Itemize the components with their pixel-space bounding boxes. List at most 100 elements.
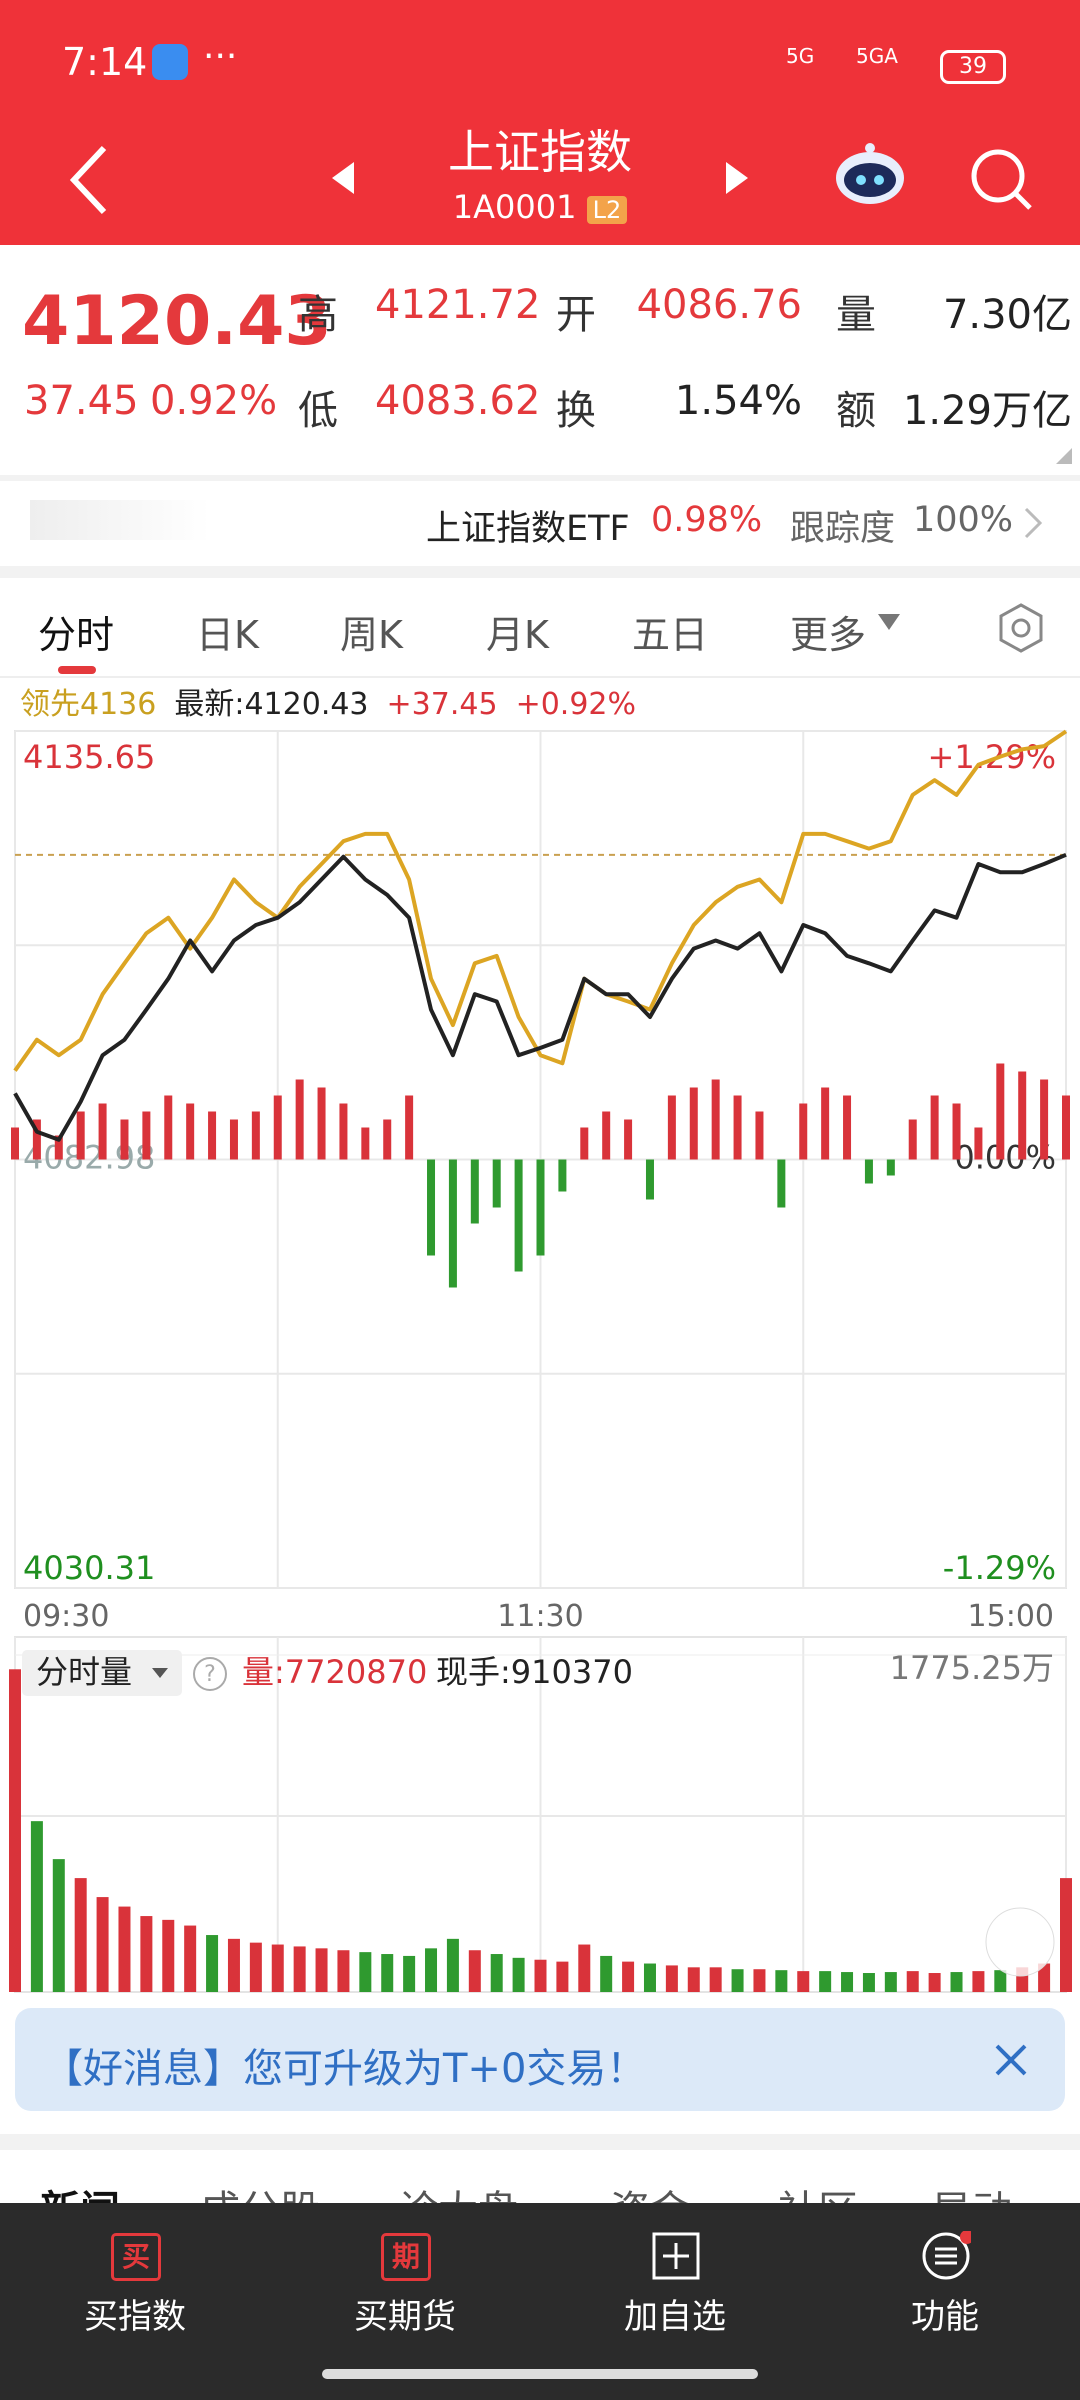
banner-text: 【好消息】您可升级为T+0交易！ <box>43 2046 647 2092</box>
expand-corner[interactable] <box>1054 446 1074 466</box>
diff-bar <box>164 1095 173 1160</box>
legend: 领先4136 最新:4120.43 +37.45 +0.92% <box>20 687 636 722</box>
tab[interactable]: 五日 <box>632 613 709 657</box>
dropdown-caret[interactable] <box>878 614 900 630</box>
diff-bar <box>755 1111 764 1160</box>
fullscreen-button <box>985 1907 1055 1977</box>
next-button[interactable] <box>722 158 752 198</box>
close-button[interactable] <box>993 2042 1029 2078</box>
tab[interactable]: 更多 <box>790 613 867 657</box>
diff-bar <box>645 1159 654 1200</box>
divider <box>0 2134 1080 2150</box>
ticker-fade <box>30 500 210 540</box>
legend-item: 领先4136 <box>20 687 156 722</box>
nav-item[interactable]: 买买指数 <box>15 2203 255 2353</box>
field-label: 高 <box>298 292 338 338</box>
nav-item[interactable]: 加自选 <box>555 2203 795 2353</box>
diff-bar <box>427 1159 436 1256</box>
diff-bar <box>777 1159 786 1208</box>
volume-bar <box>425 1948 438 1992</box>
volume-bar <box>994 1970 1007 1992</box>
field-value: 4086.76 <box>636 282 802 328</box>
diff-bar <box>821 1087 830 1160</box>
nav-item[interactable]: 功能 <box>825 2203 1065 2353</box>
tab[interactable]: 月K <box>486 613 549 657</box>
diff-bar <box>580 1127 589 1160</box>
tab[interactable]: 分时 <box>38 613 115 657</box>
chevron[interactable] <box>1022 505 1046 541</box>
settings-icon[interactable] <box>995 602 1047 654</box>
y2-tick-label: -1.29% <box>943 1549 1056 1587</box>
legend-item: +0.92% <box>516 687 636 722</box>
volume-bar <box>1016 1967 1029 1992</box>
promo-banner[interactable]: 【好消息】您可升级为T+0交易！ <box>15 2008 1065 2111</box>
etf-name[interactable]: 上证指数ETF <box>426 509 630 549</box>
tracking-label: 跟踪度 <box>790 509 896 549</box>
diff-bar <box>361 1127 370 1160</box>
y-tick-label: 4135.65 <box>23 738 155 776</box>
nav-item[interactable]: 期买期货 <box>285 2203 525 2353</box>
diff-bar <box>733 1095 742 1160</box>
diff-bar <box>317 1087 326 1160</box>
robot-icon[interactable] <box>830 140 910 210</box>
volume-bar <box>52 1859 65 1992</box>
volume-bar <box>862 1973 875 1992</box>
diff-bar <box>11 1127 19 1160</box>
volume-bar <box>490 1954 503 1992</box>
diff-bar <box>1040 1079 1049 1160</box>
volume-total: 量:7720870 <box>242 1653 427 1691</box>
more-dots: ··· <box>203 36 238 77</box>
diff-bar <box>1018 1071 1027 1160</box>
y-tick-label: 4030.31 <box>23 1549 155 1587</box>
field-label: 量 <box>836 292 876 338</box>
volume-bar <box>512 1957 525 1992</box>
diff-bar <box>558 1159 567 1192</box>
tracking: 100% <box>913 500 1014 540</box>
diff-bar <box>667 1095 676 1160</box>
change-pct: 0.92% <box>150 378 278 424</box>
prev-button[interactable] <box>328 158 358 198</box>
x-tick-label: 15:00 <box>968 1599 1054 1634</box>
legend-item: +37.45 <box>387 687 498 722</box>
search-icon[interactable] <box>966 144 1036 214</box>
volume-bar <box>162 1919 175 1992</box>
diff-bar <box>383 1119 392 1160</box>
tab[interactable]: 日K <box>196 613 259 657</box>
selector-bg <box>22 1650 182 1696</box>
diff-bar <box>98 1103 107 1160</box>
diff-bar <box>32 1119 41 1160</box>
app-icon <box>152 44 188 80</box>
selector-caret <box>152 1668 168 1678</box>
volume-bar <box>600 1955 613 1992</box>
volume-bar <box>622 1961 635 1992</box>
volume-bar <box>1060 1878 1072 1992</box>
volume-bar <box>556 1961 569 1992</box>
divider <box>0 566 1080 578</box>
diff-bar <box>689 1087 698 1160</box>
tab[interactable]: 周K <box>340 613 403 657</box>
level-badge: L2 <box>586 196 628 224</box>
volume-bar <box>359 1952 372 1992</box>
volume-bar <box>293 1946 306 1992</box>
diff-bar <box>251 1111 260 1160</box>
volume-bar <box>96 1897 109 1992</box>
diff-bar <box>514 1159 523 1272</box>
nav-icon: 买 <box>111 2233 161 2281</box>
y2-tick-label: 0.00% <box>954 1139 1056 1177</box>
diff-bar <box>448 1159 457 1288</box>
field-label: 开 <box>556 292 596 338</box>
price: 4120.43 <box>22 282 332 361</box>
y-tick-label: 4082.98 <box>23 1139 155 1177</box>
price-line <box>13 729 1068 1072</box>
help-mark: ? <box>204 1662 216 1687</box>
field-value: 1.54% <box>674 378 802 424</box>
volume-bar <box>118 1906 131 1992</box>
diff-bar <box>273 1095 282 1160</box>
diff-bar <box>76 1111 85 1160</box>
volume-bar <box>709 1967 722 1992</box>
back-button[interactable] <box>60 140 120 220</box>
volume-bar <box>578 1944 591 1992</box>
diff-bar <box>54 1135 63 1160</box>
diff-bar <box>864 1159 873 1184</box>
